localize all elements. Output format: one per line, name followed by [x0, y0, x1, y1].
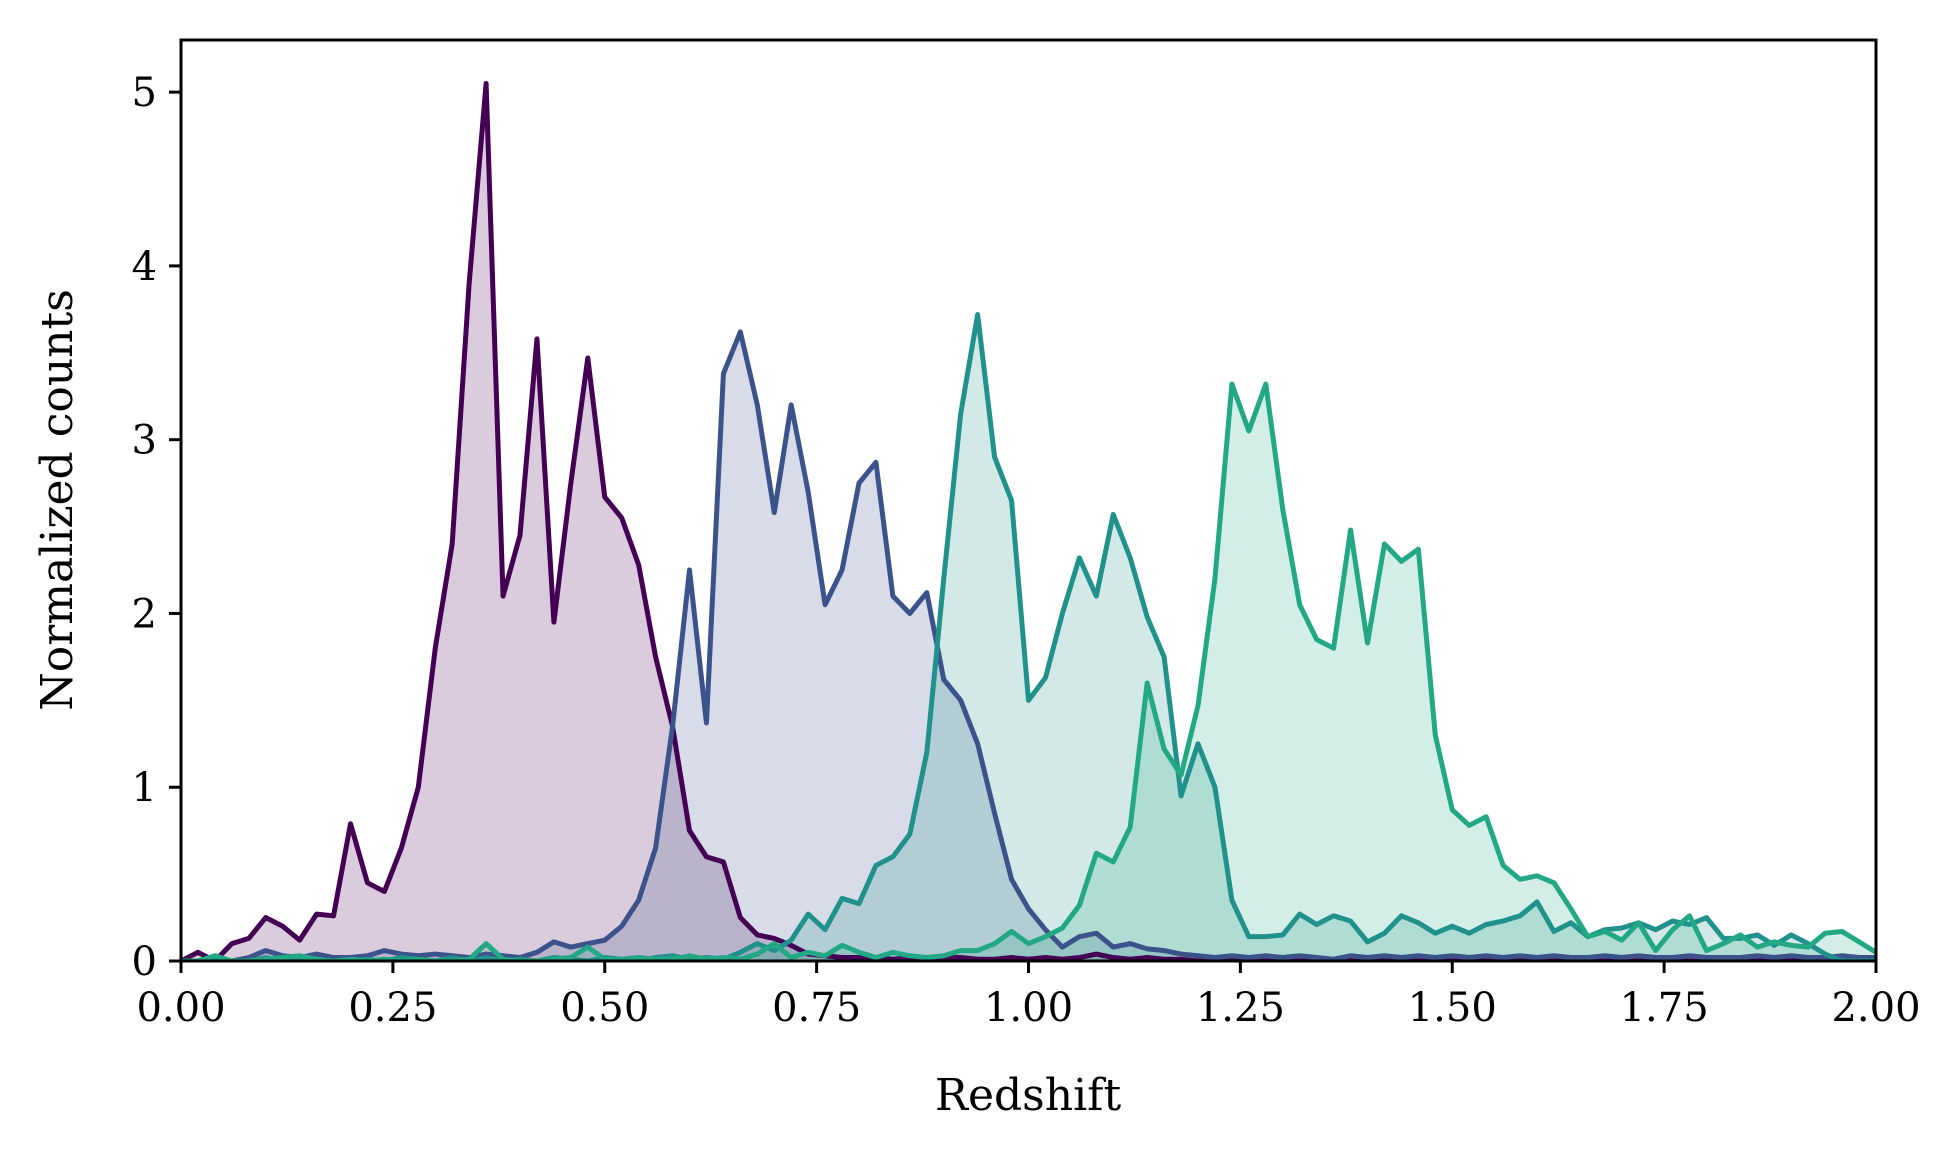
series-1-line [181, 80, 1876, 961]
plot-area [181, 80, 1876, 961]
y-tick-label: 5 [132, 70, 157, 116]
x-tick-label: 1.50 [1408, 985, 1497, 1031]
y-tick-label: 4 [132, 244, 157, 290]
x-tick-label: 0.75 [772, 985, 861, 1031]
y-tick-label: 0 [132, 939, 157, 985]
series-3-area [181, 314, 1876, 961]
series-2-line [181, 329, 1876, 961]
series-1-area [181, 83, 1876, 961]
y-axis-ticks: 0 1 2 3 4 5 [132, 70, 181, 985]
y-tick-label: 2 [132, 591, 157, 637]
x-tick-label: 0.00 [136, 985, 225, 1031]
x-tick-label: 1.00 [984, 985, 1073, 1031]
x-tick-label: 2.00 [1831, 985, 1920, 1031]
y-axis-label: Normalized counts [32, 289, 83, 711]
x-tick-label: 0.50 [560, 985, 649, 1031]
series-4-area [181, 384, 1876, 961]
x-tick-label: 0.25 [348, 985, 437, 1031]
x-axis-ticks: 0.00 0.25 0.50 0.75 1.00 1.25 1.50 1.75 2.00 [136, 961, 1921, 1031]
y-tick-label: 1 [132, 765, 157, 811]
x-tick-label: 1.75 [1620, 985, 1709, 1031]
y-tick-label: 3 [132, 418, 157, 464]
x-tick-label: 1.25 [1196, 985, 1285, 1031]
x-axis-label: Redshift [935, 1070, 1122, 1121]
